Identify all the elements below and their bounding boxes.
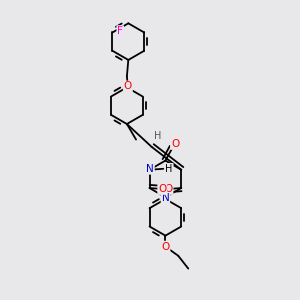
Text: H: H bbox=[165, 164, 173, 174]
Text: O: O bbox=[158, 184, 166, 194]
Text: O: O bbox=[171, 139, 179, 149]
Text: H: H bbox=[154, 131, 162, 141]
Text: O: O bbox=[124, 82, 132, 92]
Text: O: O bbox=[161, 242, 169, 252]
Text: F: F bbox=[117, 26, 123, 36]
Text: O: O bbox=[164, 184, 172, 194]
Text: N: N bbox=[146, 164, 154, 174]
Text: N: N bbox=[161, 193, 169, 203]
